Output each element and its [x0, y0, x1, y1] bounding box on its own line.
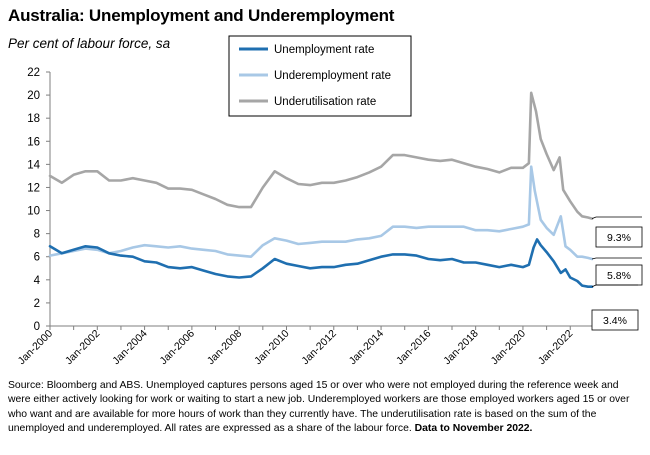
series-line-underemployment-rate: [48, 165, 594, 261]
x-tick-label: Jan-2012: [299, 328, 339, 368]
x-tick-label: Jan-2000: [16, 328, 56, 368]
series-layer: [48, 91, 594, 288]
source-text: Source: Bloomberg and ABS. Unemployed ca…: [8, 380, 630, 435]
legend-label: Unemployment rate: [274, 44, 374, 56]
x-tick-label: Jan-2022: [536, 328, 576, 368]
y-tick-label: 10: [27, 206, 40, 218]
end-label-leader: [591, 257, 597, 260]
y-tick-label: 16: [27, 136, 40, 148]
y-tick-label: 6: [34, 252, 40, 264]
end-label-text: 5.8%: [607, 270, 631, 282]
x-tick-label: Jan-2020: [489, 328, 529, 368]
x-tick-label: Jan-2018: [441, 328, 481, 368]
source-note: Source: Bloomberg and ABS. Unemployed ca…: [8, 379, 638, 437]
end-label-leader: [591, 216, 597, 219]
end-label-box: [591, 309, 639, 331]
y-tick-label: 8: [34, 229, 40, 241]
x-tick-label: Jan-2004: [110, 328, 150, 368]
y-tick-label: 18: [27, 113, 40, 125]
chart-title: Australia: Unemployment and Underemploym…: [8, 6, 395, 25]
end-label-text: 3.4%: [603, 315, 627, 327]
x-tick-label: Jan-2008: [205, 328, 245, 368]
end-label-leader: [591, 284, 597, 288]
series-line-unemployment-rate: [48, 238, 594, 288]
x-tick-label: Jan-2016: [394, 328, 434, 368]
x-tick-label: Jan-2006: [158, 328, 198, 368]
source-date: Data to November 2022.: [414, 423, 533, 435]
legend-label: Underemployment rate: [274, 70, 391, 82]
y-tick-label: 0: [34, 321, 40, 333]
x-tick-label: Jan-2010: [252, 328, 292, 368]
end-label-box: [595, 226, 643, 248]
y-tick-label: 12: [27, 182, 40, 194]
y-tick-label: 22: [27, 67, 40, 79]
y-tick-label: 4: [34, 275, 41, 287]
end-label-text: 9.3%: [607, 232, 631, 244]
x-tick-label: Jan-2014: [347, 328, 387, 368]
y-tick-label: 20: [27, 90, 40, 102]
y-tick-label: 2: [34, 298, 40, 310]
chart-subtitle: Per cent of labour force, sa: [8, 36, 171, 51]
y-tick-label: 14: [27, 159, 40, 171]
legend: Unemployment rate Underemployment rate Und…: [228, 35, 412, 117]
legend-label: Underutilisation rate: [274, 96, 376, 108]
end-labels: 9.3% 5.8% 3.4%: [591, 216, 643, 331]
x-tick-label: Jan-2002: [63, 328, 103, 368]
series-line-underutilisation-rate: [48, 91, 594, 220]
